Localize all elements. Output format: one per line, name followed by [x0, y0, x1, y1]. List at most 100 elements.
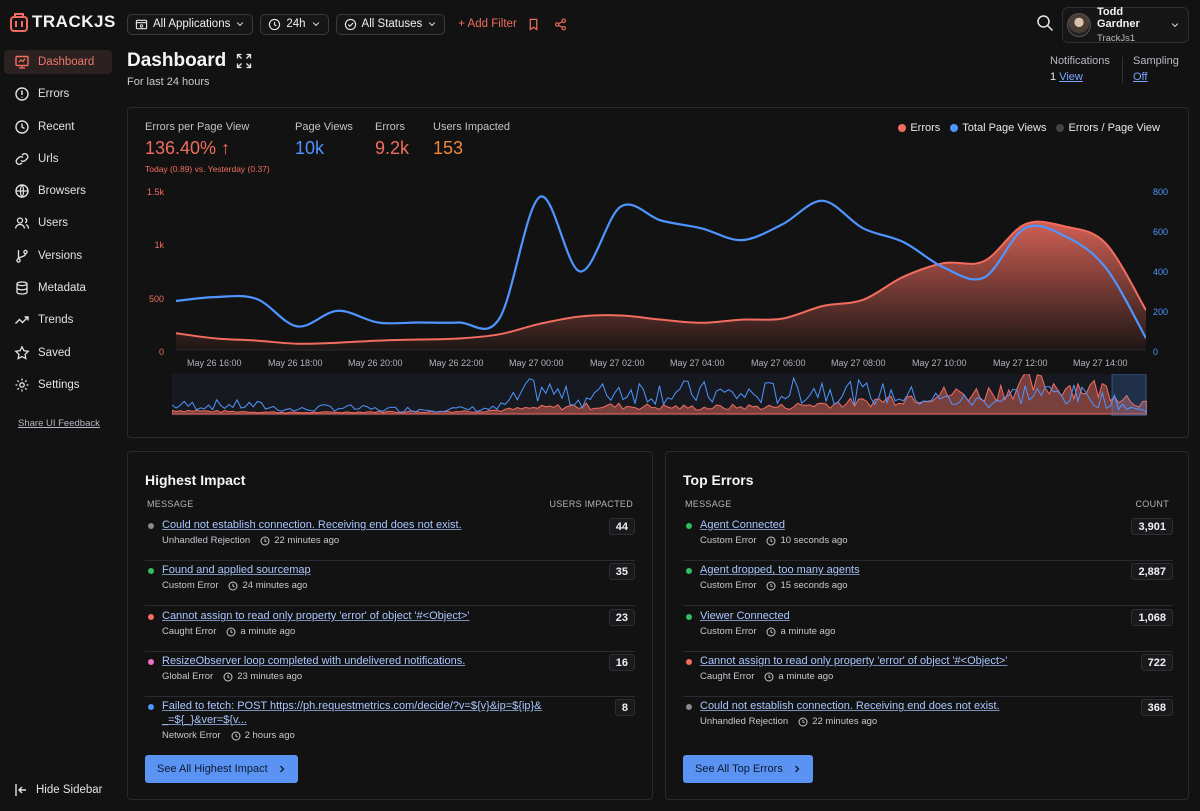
- pageviews-point: [821, 199, 824, 202]
- error-message-link[interactable]: ResizeObserver loop completed with undel…: [162, 655, 466, 667]
- clock-icon: [231, 731, 241, 740]
- filter-bar: All Applications 24h All Statuses + Add …: [127, 13, 571, 35]
- overview-chart-card: Errors per Page View 136.40% ↑ Today (0.…: [127, 107, 1189, 438]
- list-item[interactable]: Cannot assign to read only property 'err…: [683, 652, 1173, 697]
- avatar: [1067, 13, 1091, 37]
- pageviews-series-line[interactable]: [176, 195, 1146, 339]
- error-meta: Custom Error 24 minutes ago: [162, 580, 307, 591]
- x-tick: May 27 14:00: [1073, 358, 1128, 368]
- share-button[interactable]: [551, 14, 571, 34]
- y-tick-right: 600: [1153, 227, 1169, 237]
- sidebar-item-label: Trends: [38, 314, 74, 327]
- sidebar-item-dashboard[interactable]: Dashboard: [4, 50, 112, 74]
- list-item[interactable]: ResizeObserver loop completed with undel…: [145, 652, 635, 697]
- pageviews-point: [983, 276, 986, 279]
- divider: [1122, 57, 1123, 83]
- error-message-link[interactable]: Could not establish connection. Receivin…: [162, 519, 462, 531]
- notifications-view-link[interactable]: View: [1059, 71, 1083, 83]
- legend-swatch: [950, 124, 959, 132]
- user-org: TrackJs1: [1097, 33, 1136, 44]
- severity-dot: [686, 659, 692, 665]
- kpi-page-views: Page Views 10k: [295, 121, 353, 159]
- legend-item-pageviews[interactable]: Total Page Views: [950, 122, 1046, 134]
- list-item[interactable]: Found and applied sourcemap Custom Error 2…: [145, 561, 635, 606]
- errors-point: [457, 337, 460, 340]
- list-item[interactable]: Agent Connected Custom Error 10 seconds ag…: [683, 516, 1173, 561]
- legend-item-errors[interactable]: Errors: [898, 122, 940, 134]
- error-time-text: 24 minutes ago: [242, 580, 308, 591]
- error-type: Caught Error: [700, 671, 755, 682]
- sidebar-item-metadata[interactable]: Metadata: [4, 276, 112, 300]
- error-message-link[interactable]: Failed to fetch: POST https://ph.request…: [162, 700, 542, 726]
- error-type: Custom Error: [700, 626, 757, 637]
- trackjs-logo[interactable]: TRACKJS: [10, 11, 116, 33]
- errors-point: [498, 333, 501, 336]
- sidebar-item-versions[interactable]: Versions: [4, 244, 112, 268]
- applications-dropdown[interactable]: All Applications: [127, 13, 254, 35]
- list-item[interactable]: Viewer Connected Custom Error a minute ago…: [683, 607, 1173, 652]
- legend-swatch: [898, 124, 907, 132]
- legend-item-epv[interactable]: Errors / Page View: [1056, 122, 1160, 134]
- legend-swatch: [1056, 124, 1065, 132]
- statuses-dropdown[interactable]: All Statuses: [335, 13, 446, 35]
- sidebar-item-errors[interactable]: Errors: [4, 82, 112, 106]
- check-circle-icon: [344, 18, 356, 30]
- list-item[interactable]: Agent dropped, too many agents Custom Err…: [683, 561, 1173, 606]
- sidebar-item-saved[interactable]: Saved: [4, 341, 112, 365]
- error-time: 22 minutes ago: [798, 716, 877, 727]
- bookmark-button[interactable]: [524, 14, 544, 34]
- hide-sidebar-button[interactable]: Hide Sidebar: [14, 783, 102, 797]
- error-message-link[interactable]: Found and applied sourcemap: [162, 564, 311, 576]
- search-button[interactable]: [1036, 14, 1054, 35]
- pageviews-point: [1023, 227, 1026, 230]
- legend-label: Errors: [910, 122, 941, 134]
- error-type: Custom Error: [700, 535, 757, 546]
- error-meta: Caught Error a minute ago: [162, 626, 295, 637]
- errors-point: [1104, 242, 1107, 245]
- navigator-selection[interactable]: [1111, 374, 1147, 416]
- error-time-text: a minute ago: [778, 671, 834, 682]
- error-message-link[interactable]: Agent Connected: [700, 519, 786, 531]
- errors-series-line[interactable]: [176, 220, 1146, 345]
- error-message-link[interactable]: Viewer Connected: [700, 610, 790, 622]
- sidebar: TRACKJS Dashboard Errors Recent Urls Bro…: [0, 0, 115, 811]
- range-dropdown[interactable]: 24h: [260, 13, 329, 35]
- sampling-toggle-link[interactable]: Off: [1133, 71, 1148, 83]
- user-menu[interactable]: Todd Gardner TrackJs1: [1062, 6, 1189, 44]
- list-item[interactable]: Cannot assign to read only property 'err…: [145, 607, 635, 652]
- error-message-link[interactable]: Cannot assign to read only property 'err…: [700, 655, 1008, 667]
- error-message-link[interactable]: Agent dropped, too many agents: [700, 564, 860, 576]
- pageviews-point: [255, 297, 258, 300]
- error-meta: Custom Error 10 seconds ago: [700, 535, 848, 546]
- x-tick: May 27 06:00: [751, 358, 806, 368]
- timeline-navigator[interactable]: [172, 374, 1147, 416]
- see-all-highest-impact-button[interactable]: See All Highest Impact: [145, 755, 298, 783]
- error-time-text: a minute ago: [240, 626, 296, 637]
- sidebar-item-urls[interactable]: Urls: [4, 147, 112, 171]
- add-filter-button[interactable]: + Add Filter: [458, 18, 517, 30]
- error-message-link[interactable]: Could not establish connection. Receivin…: [700, 700, 1000, 712]
- sidebar-item-browsers[interactable]: Browsers: [4, 179, 112, 203]
- errors-point: [660, 318, 663, 321]
- list-item[interactable]: Could not establish connection. Receivin…: [145, 516, 635, 561]
- x-tick: May 26 20:00: [348, 358, 403, 368]
- see-all-top-errors-button[interactable]: See All Top Errors: [683, 755, 813, 783]
- errors-point: [700, 321, 703, 324]
- pageviews-point: [902, 241, 905, 244]
- sidebar-item-settings[interactable]: Settings: [4, 373, 112, 397]
- expand-icon[interactable]: [236, 53, 252, 69]
- database-icon: [16, 281, 28, 295]
- applications-label: All Applications: [153, 18, 231, 30]
- pageviews-point: [740, 239, 743, 242]
- list-item[interactable]: Failed to fetch: POST https://ph.request…: [145, 697, 635, 742]
- list-item[interactable]: Could not establish connection. Receivin…: [683, 697, 1173, 742]
- error-time: 24 minutes ago: [228, 580, 307, 591]
- errors-pageviews-chart[interactable]: [176, 185, 1146, 355]
- share-feedback-link[interactable]: Share UI Feedback: [18, 418, 100, 429]
- pageviews-point: [1104, 266, 1107, 269]
- sidebar-item-recent[interactable]: Recent: [4, 115, 112, 139]
- sidebar-item-label: Urls: [38, 152, 59, 165]
- sidebar-item-users[interactable]: Users: [4, 211, 112, 235]
- sidebar-item-trends[interactable]: Trends: [4, 308, 112, 332]
- error-message-link[interactable]: Cannot assign to read only property 'err…: [162, 610, 470, 622]
